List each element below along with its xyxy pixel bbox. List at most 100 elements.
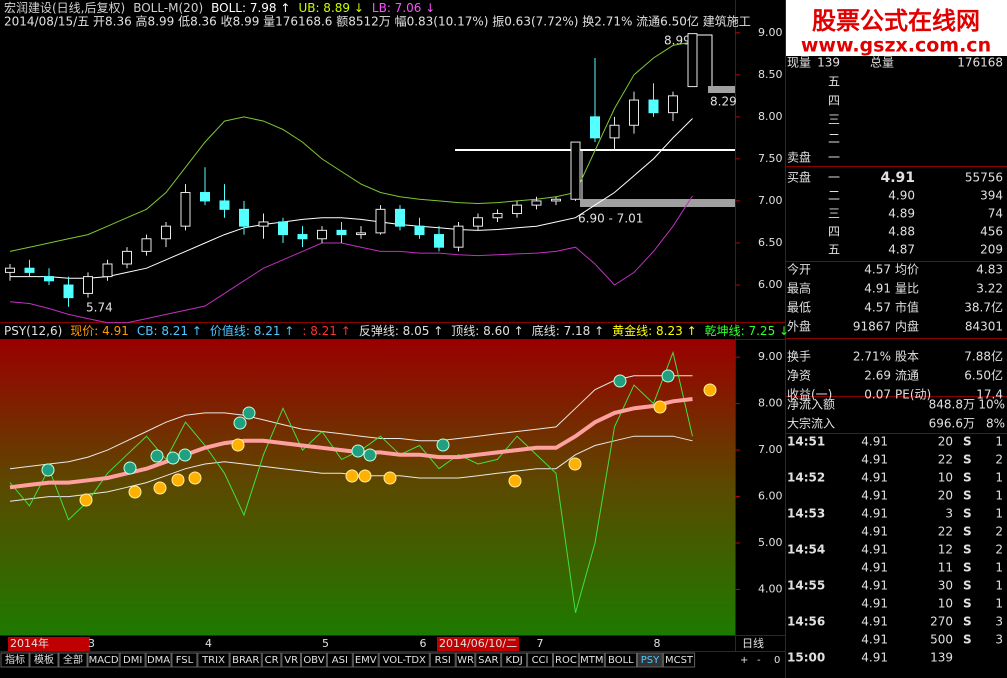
tab-label[interactable]: MCST — [665, 655, 694, 666]
quote-text: 1 — [995, 561, 1003, 575]
candle-body — [512, 204, 522, 215]
quote-text: 2 — [995, 453, 1003, 467]
tab[interactable] — [326, 652, 353, 668]
tab-label[interactable]: MTM — [580, 655, 603, 666]
quote-text: 一 — [828, 171, 840, 185]
tab-label[interactable]: ROC — [555, 655, 577, 666]
quote-text: 6.50亿 — [964, 368, 1003, 383]
tab-label[interactable]: ASI — [332, 655, 348, 666]
tab-label[interactable]: 指标 — [5, 653, 25, 666]
tab[interactable] — [229, 652, 262, 668]
tab[interactable] — [352, 652, 379, 668]
tab[interactable] — [475, 652, 502, 668]
signal-icon — [363, 448, 377, 462]
tab[interactable] — [119, 652, 146, 668]
quote-text: 二 — [828, 189, 840, 203]
signal-icon — [178, 448, 192, 462]
tab[interactable] — [604, 652, 637, 668]
tab-label[interactable]: FSL — [176, 655, 194, 666]
tab-label[interactable]: OBV — [303, 655, 324, 666]
zoom-button[interactable]: + — [740, 655, 748, 666]
tab[interactable] — [378, 652, 430, 668]
quote-text: 2 — [995, 543, 1003, 557]
candle-body — [336, 229, 347, 236]
tab-label[interactable]: DMI — [123, 655, 142, 666]
candle-body — [297, 234, 308, 240]
y-tick-label: 5.00 — [758, 536, 783, 549]
tab[interactable] — [527, 652, 553, 668]
header-item: LB: 7.06 ↓ — [372, 1, 435, 15]
zoom-button[interactable]: - — [757, 655, 761, 666]
tab-label[interactable]: TRIX — [201, 655, 225, 666]
candle-body — [687, 33, 698, 88]
signal-icon — [233, 416, 247, 430]
tab-label[interactable]: PSY — [641, 655, 660, 666]
tab[interactable] — [553, 652, 579, 668]
quote-text: 20 — [938, 489, 953, 503]
tab-label[interactable]: VOL-TDX — [383, 655, 426, 666]
tab-label[interactable]: RSI — [435, 655, 451, 666]
psy-header: PSY(12,6) 现价: 4.91 CB: 8.21 ↑ 价值线: 8.21 ↑: … — [4, 323, 789, 338]
zoom-button[interactable]: 0 — [774, 655, 780, 666]
quote-text: 2.71% — [853, 350, 891, 364]
candle-body — [122, 250, 132, 265]
tab-label[interactable]: VR — [284, 655, 298, 666]
tab-label[interactable]: WR — [457, 655, 474, 666]
tab[interactable] — [58, 652, 88, 668]
tab[interactable] — [662, 652, 696, 668]
series-line — [10, 118, 693, 279]
tab[interactable] — [301, 652, 327, 668]
header-item: 底线: 7.18 ↑ — [532, 323, 604, 338]
tab[interactable] — [87, 652, 120, 668]
cursor-date-box — [8, 637, 90, 651]
tab[interactable] — [0, 652, 30, 668]
candle-body — [434, 234, 444, 248]
tab[interactable] — [281, 652, 301, 668]
quote-text: 696.6万 — [929, 417, 975, 431]
tab-label[interactable]: MACD — [89, 655, 119, 666]
annotation: 8.99 — [664, 34, 691, 48]
tab[interactable] — [197, 652, 230, 668]
tab-label[interactable]: KDJ — [506, 655, 523, 666]
tab-label[interactable]: BOLL — [608, 655, 634, 666]
quote-text: 91867 — [853, 320, 891, 334]
tab[interactable] — [429, 652, 456, 668]
tab[interactable] — [145, 652, 172, 668]
tab[interactable] — [29, 652, 59, 668]
series-line — [9, 350, 693, 613]
signal-icon — [508, 474, 522, 488]
candle-body — [414, 225, 425, 236]
header-item: 宏润建设(日线,后复权) — [4, 0, 125, 15]
tab-label[interactable]: 全部 — [63, 653, 83, 666]
header-item: 黄金线: 8.23 ↑ — [612, 323, 696, 338]
quote-text: 1 — [995, 597, 1003, 611]
signal-icon — [41, 463, 55, 477]
candle-body — [590, 116, 600, 139]
tab-label[interactable]: DMA — [147, 655, 170, 666]
tab-label[interactable]: CR — [265, 655, 279, 666]
quote-text: PE(动) — [895, 388, 931, 402]
tab-label[interactable]: 模板 — [34, 653, 54, 666]
watermark-title: 股票公式在线网 — [812, 7, 980, 35]
tab[interactable] — [261, 652, 282, 668]
quote-text: 15:00 — [787, 651, 825, 665]
tab-label[interactable]: EMV — [355, 655, 377, 666]
watermark-url: www.gszx.com.cn — [801, 35, 991, 57]
quote-text: 净流入额 — [787, 398, 835, 412]
signal-icon — [703, 383, 717, 397]
quote-text: 14:52 — [787, 471, 825, 485]
tab-label[interactable]: BRAR — [232, 655, 259, 666]
tab[interactable] — [637, 652, 663, 668]
tab[interactable] — [578, 652, 605, 668]
tab[interactable] — [501, 652, 528, 668]
header-item: BOLL: 7.98 ↑ — [211, 1, 290, 15]
tab[interactable] — [171, 652, 198, 668]
header-item: CB: 8.21 ↑ — [137, 324, 202, 338]
header-item: 顶线: 8.60 ↑ — [451, 324, 523, 338]
quote-text: 30 — [938, 579, 953, 593]
tab-label[interactable]: SAR — [478, 655, 498, 666]
tab[interactable] — [455, 652, 476, 668]
candle-body — [492, 213, 503, 219]
signal-icon — [231, 438, 245, 452]
tab-label[interactable]: CCI — [532, 655, 549, 666]
